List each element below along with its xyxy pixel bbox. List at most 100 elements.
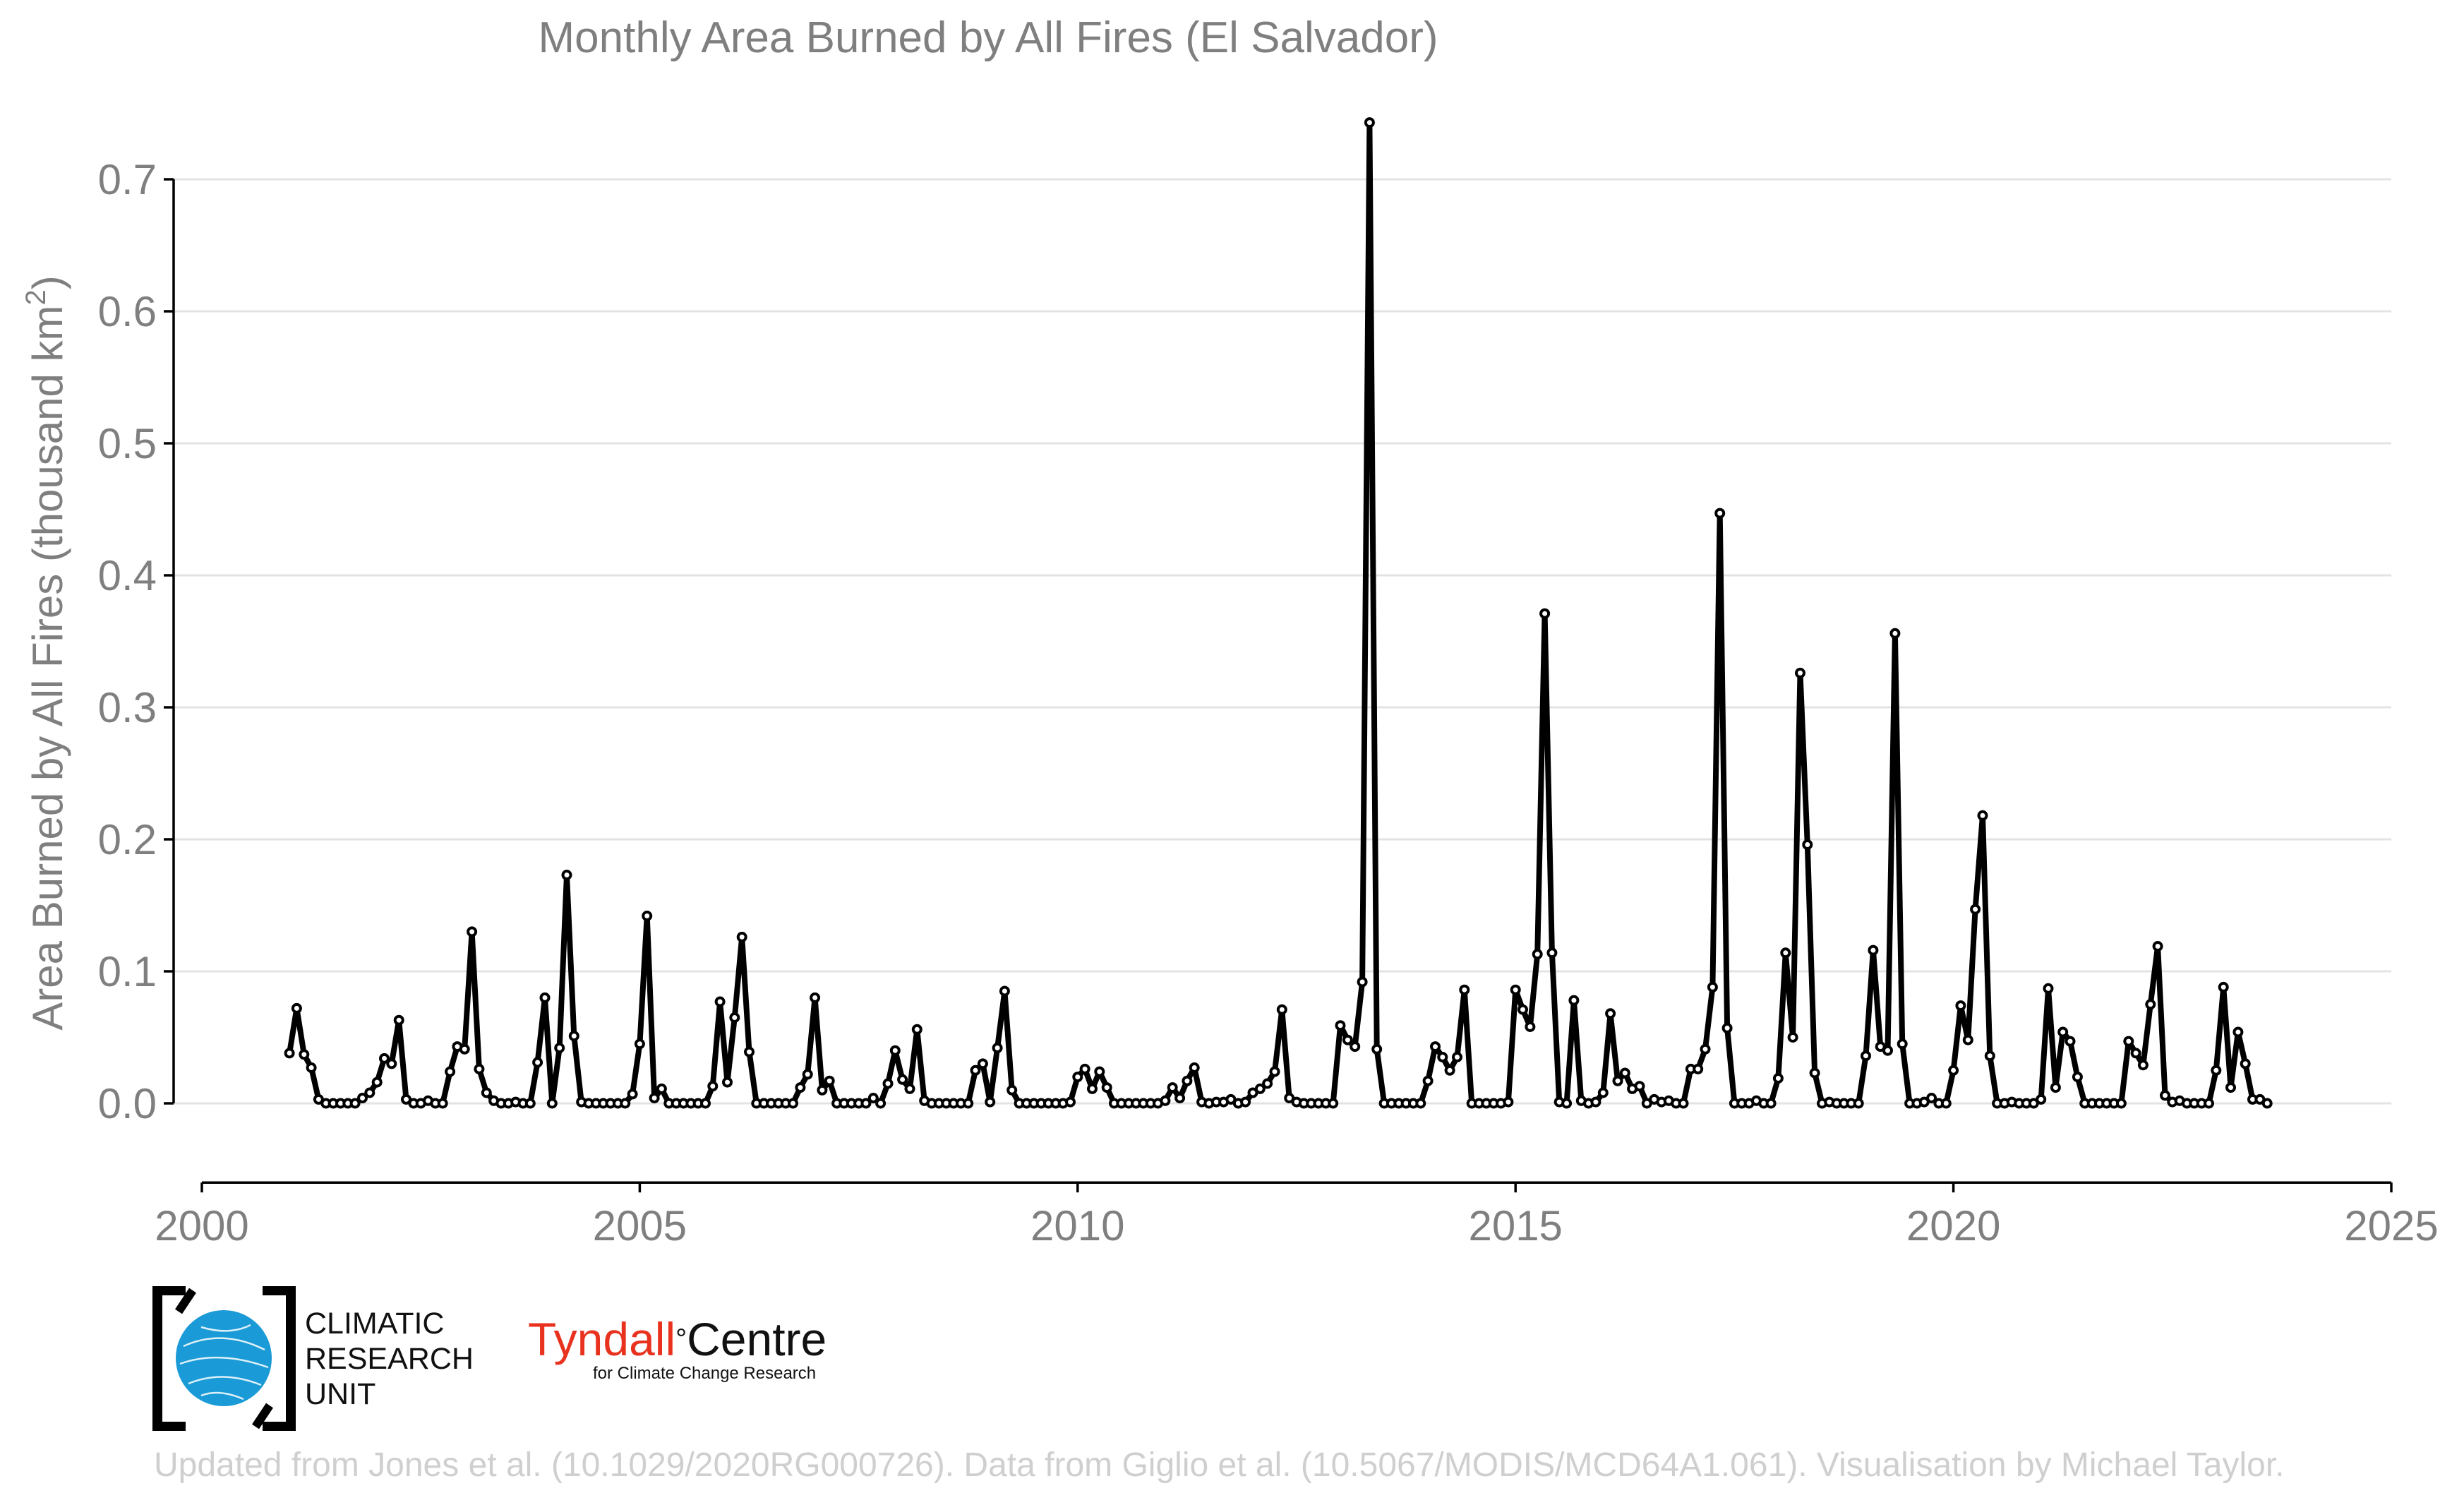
data-point — [904, 1083, 915, 1094]
data-point — [1101, 1082, 1112, 1093]
data-point — [882, 1078, 894, 1089]
data-point — [349, 1098, 361, 1109]
data-point — [2130, 1048, 2141, 1059]
data-point — [2145, 999, 2156, 1010]
data-point — [357, 1093, 368, 1103]
data-point — [970, 1065, 981, 1076]
data-point — [707, 1081, 719, 1092]
data-point — [911, 1024, 923, 1035]
data-point — [1707, 981, 1718, 993]
data-point — [1072, 1072, 1083, 1083]
data-point — [1897, 1038, 1908, 1050]
data-point — [1568, 995, 1580, 1006]
tyndall-degree: ° — [675, 1324, 687, 1355]
data-point — [2115, 1098, 2127, 1109]
data-point — [810, 992, 821, 1003]
data-point — [1539, 608, 1551, 619]
data-point — [1174, 1093, 1186, 1103]
data-point — [524, 1098, 536, 1109]
data-point — [299, 1049, 310, 1060]
data-point — [393, 1014, 404, 1026]
data-point — [1357, 976, 1368, 988]
data-point — [2160, 1090, 2170, 1101]
cru-line-3: UNIT — [305, 1377, 376, 1411]
data-point — [1182, 1075, 1193, 1086]
data-point — [2123, 1036, 2134, 1047]
data-point — [539, 992, 551, 1003]
data-point — [1889, 628, 1901, 639]
data-point — [2232, 1026, 2244, 1038]
gridlines — [174, 178, 2391, 1105]
data-point — [729, 1012, 740, 1023]
data-point — [1802, 839, 1813, 850]
data-point — [875, 1098, 887, 1109]
y-axis-label: Area Burned by All Fires (thousand km2) — [20, 275, 71, 1030]
data-point — [1765, 1098, 1777, 1109]
x-tick-label: 2020 — [1906, 1202, 2000, 1249]
data-point — [2137, 1060, 2149, 1071]
cru-globe-icon — [152, 1285, 296, 1432]
data-point — [700, 1098, 711, 1109]
y-tick-label: 0.4 — [98, 552, 157, 599]
data-point — [2211, 1065, 2222, 1076]
data-point — [1780, 947, 1791, 959]
data-point — [1006, 1084, 1018, 1096]
data-point — [1546, 947, 1558, 959]
data-point — [1269, 1066, 1280, 1077]
data-point — [802, 1069, 813, 1080]
tyndall-subtitle: for Climate Change Research — [593, 1364, 817, 1383]
y-tick-label: 0.7 — [98, 156, 157, 203]
data-point — [1787, 1032, 1798, 1043]
footer-credit: Updated from Jones et al. (10.1029/2020R… — [154, 1446, 2285, 1484]
data-point — [2240, 1058, 2251, 1069]
data-point — [2218, 981, 2229, 993]
data-point — [824, 1075, 835, 1086]
y-tick-label: 0.6 — [98, 288, 157, 335]
data-point — [744, 1046, 755, 1057]
data-point — [1861, 1050, 1871, 1062]
data-point — [546, 1098, 558, 1109]
data-point — [656, 1083, 667, 1094]
data-point — [386, 1058, 397, 1069]
data-point — [1065, 1096, 1076, 1108]
data-point — [795, 1082, 806, 1093]
y-tick-label: 0.3 — [98, 684, 157, 731]
data-point — [1853, 1098, 1864, 1109]
data-point — [1714, 508, 1726, 519]
x-tick-labels: 2000 2005 2010 2015 2020 2025 — [155, 1202, 2438, 1249]
data-point — [1619, 1067, 1630, 1079]
series-line — [287, 119, 2271, 1106]
data-point — [788, 1098, 798, 1109]
data-point — [1335, 1020, 1346, 1031]
data-point — [889, 1045, 901, 1056]
data-point — [2057, 1026, 2069, 1038]
data-point — [1328, 1098, 1339, 1109]
data-point — [2050, 1082, 2061, 1093]
data-point — [1262, 1078, 1273, 1089]
data-point — [1459, 984, 1470, 995]
data-point — [1167, 1082, 1178, 1093]
data-point — [1094, 1066, 1105, 1077]
tyndall-name: Tyndall — [528, 1313, 676, 1365]
cru-logo — [152, 1285, 296, 1432]
data-point — [2043, 983, 2054, 994]
y-tick-label: 0.1 — [98, 948, 157, 995]
data-point — [1795, 667, 1805, 678]
data-point — [1678, 1098, 1689, 1109]
data-point — [1597, 1087, 1609, 1098]
data-point — [897, 1074, 908, 1085]
data-point — [2065, 1036, 2076, 1047]
data-point — [1452, 1052, 1462, 1062]
data-point — [985, 1096, 996, 1108]
data-point — [306, 1062, 317, 1073]
data-point — [627, 1089, 638, 1100]
data-point — [445, 1066, 456, 1077]
data-point — [554, 1043, 565, 1053]
data-point — [1590, 1096, 1601, 1108]
data-point — [474, 1063, 485, 1074]
data-point — [481, 1087, 492, 1098]
data-point — [1254, 1083, 1266, 1094]
data-point — [1634, 1081, 1645, 1092]
data-point — [1276, 1004, 1287, 1015]
